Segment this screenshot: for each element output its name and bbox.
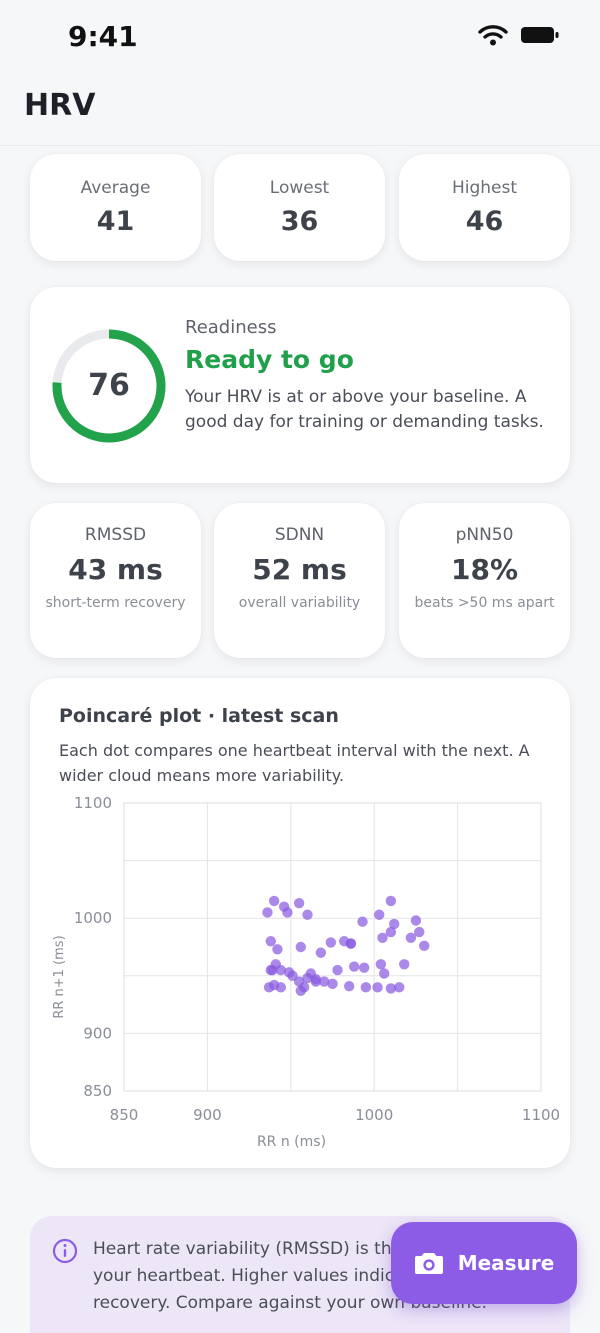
data-point [327,978,338,990]
measure-button[interactable]: Measure [391,1222,577,1304]
data-point [295,985,307,996]
metric-value: 18% [450,553,519,586]
data-point [385,926,397,938]
data-point [315,947,327,958]
y-axis-label: RR n+1 (ms) [52,935,67,1018]
data-point [262,907,273,918]
data-point [358,962,370,973]
data-point [399,959,410,970]
metric-label: pNN50 [455,525,514,545]
metric-subtext: beats >50 ms apart [414,595,555,611]
metric-card-rmssd: RMSSD 43 ms short-term recovery [30,503,201,658]
x-axis-label: RR n (ms) [257,1134,326,1150]
wifi-icon [478,25,508,46]
status-time: 9:41 [68,20,138,53]
metric-card-sdnn: SDNN 52 ms overall variability [214,503,385,658]
x-tick-label: 900 [193,1106,222,1124]
data-point [275,964,286,976]
data-point [268,895,280,907]
data-point [293,976,305,987]
data-point [357,916,368,927]
data-point [405,932,417,943]
data-point [414,926,425,938]
y-tick-label: 850 [83,1082,112,1100]
data-point [293,898,305,909]
x-tick-label: 1100 [522,1106,560,1124]
data-point [265,936,276,947]
stat-label: Lowest [269,178,330,198]
data-point [377,932,388,943]
stat-value: 46 [465,206,504,237]
data-point [394,982,405,993]
data-point [385,895,397,907]
readiness-ring: 76 [50,327,168,445]
data-point [419,940,430,952]
stat-value: 41 [96,206,135,237]
x-tick-label: 1000 [355,1106,393,1124]
data-point [302,972,313,984]
page-title: HRV [24,88,96,123]
data-point [360,982,372,993]
readiness-description: Your HRV is at or above your baseline. A… [185,387,544,432]
info-text: Heart rate variability (RMSSD) is the va… [93,1239,504,1313]
plot-frame [123,802,542,1092]
data-point [332,964,343,976]
readiness-status: Ready to go [185,345,354,374]
data-point [318,976,330,987]
metric-card-pnn50: pNN50 18% beats >50 ms apart [399,503,570,658]
metric-label: RMSSD [84,525,147,545]
data-point [385,983,397,994]
readiness-score: 76 [88,368,130,403]
ring-progress [52,329,166,443]
app-header: HRV [0,72,600,146]
data-point [343,980,355,992]
data-point [389,918,400,930]
poincare-plot: 850 900 1000 1100 850 900 1000 1100 RR n (ms) RR … [52,794,560,1150]
data-point [325,937,337,948]
data-point [410,915,422,926]
data-point [375,959,387,970]
data-point [295,941,307,953]
camera-icon [414,1253,443,1274]
battery-icon [521,27,559,43]
readiness-card: 76 Readiness Ready to go Your HRV is at … [30,287,570,483]
metric-subtext: overall variability [238,595,361,611]
metric-label: SDNN [274,525,325,545]
status-bar: 9:41 [0,0,600,72]
info-icon [52,1238,78,1264]
data-point [310,976,322,987]
stat-card-average: Average 41 [30,154,201,261]
plot-description: Each dot compares one heartbeat interval… [59,741,530,785]
y-tick-label: 1100 [74,794,112,812]
data-point [265,964,276,976]
measure-button-label: Measure [457,1251,555,1275]
metric-subtext: short-term recovery [45,595,186,611]
plot-title: Poincaré plot · latest scan [59,705,339,727]
data-point [345,938,357,949]
metric-value: 52 ms [252,553,347,586]
data-point [272,944,283,955]
stat-label: Highest [451,178,518,198]
data-point [282,907,293,918]
stat-value: 36 [280,206,319,237]
data-point [302,909,313,920]
data-point [348,961,360,972]
y-tick-label: 1000 [74,909,112,927]
data-point [263,982,275,993]
metric-value: 43 ms [68,553,163,586]
data-point [379,968,390,979]
stat-label: Average [80,178,151,198]
stat-card-highest: Highest 46 [399,154,570,261]
data-point [374,909,385,920]
status-icons [478,24,560,46]
y-tick-label: 900 [83,1024,112,1042]
readiness-label: Readiness [185,317,277,338]
x-tick-label: 850 [110,1106,139,1124]
data-point [372,982,383,993]
stat-card-lowest: Lowest 36 [214,154,385,261]
poincare-card: Poincaré plot · latest scan Each dot com… [30,678,570,1168]
